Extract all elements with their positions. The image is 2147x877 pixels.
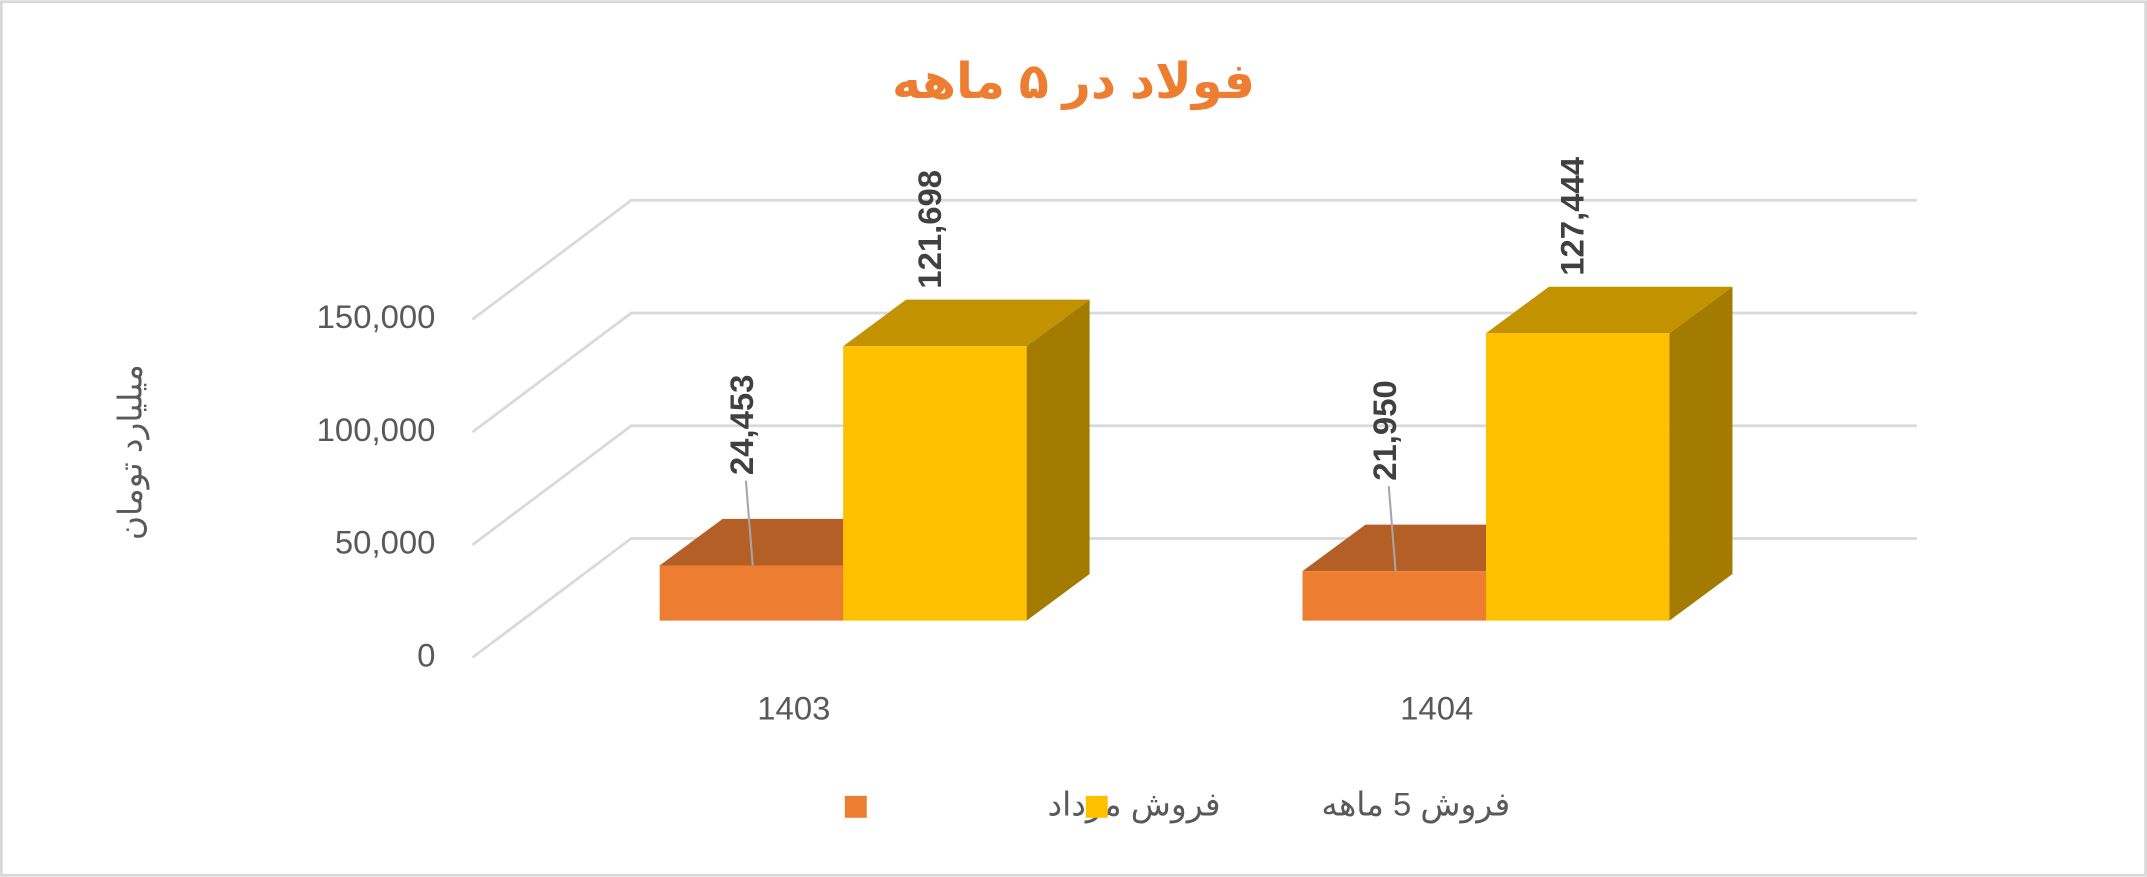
data-label: 24,453 [723, 375, 760, 476]
legend-swatch [1085, 795, 1108, 818]
x-tick-label: 1403 [757, 690, 830, 727]
y-tick-label: 100,000 [317, 411, 436, 448]
bar-side [1669, 286, 1733, 621]
bar [1485, 333, 1670, 621]
bar-side [1026, 299, 1090, 621]
grid-line [471, 311, 1917, 434]
leader-line [744, 480, 754, 566]
bar [659, 565, 844, 621]
bar-top [1485, 286, 1733, 334]
grid-line [471, 198, 1917, 321]
x-tick-label: 1404 [1400, 690, 1473, 727]
y-axis-title: میلیارد تومان [112, 364, 150, 540]
chart-title: فولاد در ۵ ماهه [892, 54, 1255, 111]
data-label: 21,950 [1366, 380, 1403, 481]
bar-top [843, 299, 1090, 347]
bar [1302, 571, 1486, 621]
legend-label: فروش 5 ماهه [1321, 786, 1510, 824]
y-tick-label: 150,000 [317, 298, 436, 335]
leader-line [1387, 486, 1397, 572]
y-tick-label: 50,000 [335, 524, 436, 561]
y-tick-label: 0 [417, 636, 435, 673]
data-label: 121,698 [911, 170, 948, 289]
bar [843, 346, 1027, 621]
data-label: 127,444 [1554, 156, 1591, 276]
legend-label: فروش مرداد [1047, 786, 1220, 824]
legend-swatch [844, 795, 867, 818]
